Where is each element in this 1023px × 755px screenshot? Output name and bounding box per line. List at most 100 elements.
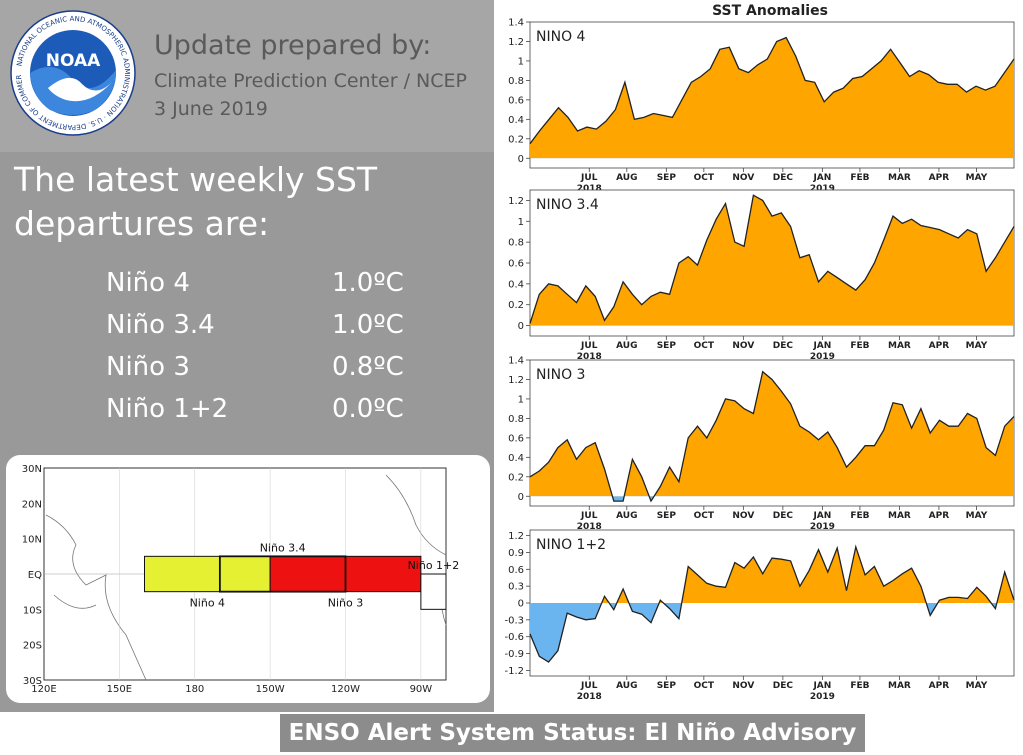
y-tick-label: 1 [518, 217, 524, 228]
y-tick-label: 0.6 [508, 95, 524, 106]
x-tick-label: NOV [732, 341, 754, 351]
x-tick-label: FEB [850, 511, 869, 521]
x-tick-label: JUL [580, 511, 598, 521]
y-tick-label: 0.8 [508, 238, 524, 249]
x-tick-label: JUL [580, 681, 598, 691]
x-tick-label: FEB [850, 341, 869, 351]
x-tick-label: SEP [657, 681, 677, 691]
y-tick-label: 0.3 [508, 582, 524, 593]
lat-label: 20N [22, 499, 42, 510]
x-tick-label: MAY [966, 341, 988, 351]
year-label: 2018 [577, 522, 602, 532]
x-tick-label: JUL [580, 341, 598, 351]
panel-label-bg [534, 26, 604, 46]
x-tick-label: AUG [616, 511, 637, 521]
logo-text: NOAA [46, 51, 101, 71]
lat-label: 20S [23, 641, 42, 652]
series-line [529, 544, 1015, 663]
x-tick-label: APR [929, 511, 950, 521]
y-tick-label: 0.9 [508, 548, 524, 559]
x-tick-label: JAN [812, 511, 831, 521]
panel-label: NINO 1+2 [536, 537, 606, 553]
year-label: 2019 [810, 184, 835, 194]
y-tick-label: 1.4 [508, 356, 524, 367]
header-date: 3 June 2019 [154, 98, 268, 120]
x-tick-label: NOV [732, 681, 754, 691]
sst-row-nino4: Niño 4 1.0ºC [106, 268, 446, 308]
sst-anomaly-charts: SST Anomalies 0 0.2 0.4 0.6 0.8 1 1.2 1.4 NINO 4 J… [494, 0, 1023, 712]
lon-label: 90W [410, 684, 433, 695]
coastline-west [45, 514, 147, 681]
x-tick-label: NOV [732, 173, 754, 183]
y-tick-label: 0.6 [508, 259, 524, 270]
panel-label: NINO 3.4 [536, 197, 599, 213]
y-tick-label: 0 [518, 492, 524, 503]
sst-value: 1.0ºC [332, 310, 404, 340]
x-tick-label: FEB [850, 681, 869, 691]
y-tick-label: 0.6 [508, 565, 524, 576]
y-tick-label: -1.2 [504, 666, 524, 677]
x-tick-label: DEC [773, 681, 794, 691]
lon-label: 120E [31, 684, 56, 695]
x-tick-label: MAR [888, 173, 911, 183]
nino-regions-map: 30N 20N 10N EQ 10S 20S 30S 120E 150E 180 150W 120W 9… [6, 455, 490, 703]
chart-panel: -1.2 -0.9 -0.6 -0.3 0 0.3 0.6 0.9 1.2 NINO 1+2 JUL… [504, 529, 1015, 702]
x-tick-label: OCT [694, 341, 715, 351]
region-label: Niño 1+2 [408, 559, 460, 572]
y-tick-label: 0 [518, 154, 524, 165]
nino-region-box [420, 573, 447, 610]
lon-label: 150E [107, 684, 132, 695]
region-label: Niño 4 [190, 597, 225, 610]
chart-panel: 0 0.2 0.4 0.6 0.8 1 1.2 NINO 3.4 JUL AUG SEP OCT NOV… [508, 189, 1015, 362]
noaa-logo: NATIONAL OCEANIC AND ATMOSPHERIC ADMINIS… [10, 10, 136, 136]
y-tick-label: 0.2 [508, 300, 524, 311]
lon-label: 120W [331, 684, 360, 695]
series-line [529, 36, 1015, 145]
x-tick-label: MAR [888, 681, 911, 691]
header-band: NATIONAL OCEANIC AND ATMOSPHERIC ADMINIS… [0, 0, 494, 152]
nino-region-box [218, 555, 347, 593]
x-tick-label: FEB [850, 173, 869, 183]
lat-label: 30S [23, 676, 42, 687]
y-tick-label: 1.2 [508, 375, 524, 386]
lat-label: 10N [22, 535, 42, 546]
y-tick-label: 0 [518, 599, 524, 610]
year-label: 2018 [577, 184, 602, 194]
sst-row-nino12: Niño 1+2 0.0ºC [106, 394, 446, 434]
y-tick-label: 0.8 [508, 76, 524, 87]
y-tick-label: 0.4 [508, 279, 524, 290]
panel-label: NINO 4 [536, 29, 586, 45]
sst-region: Niño 3.4 [106, 310, 215, 340]
sst-value: 1.0ºC [332, 268, 404, 298]
header-title: Update prepared by: [154, 30, 432, 61]
panel-label-bg [534, 194, 604, 214]
chart-title: SST Anomalies [712, 3, 828, 19]
y-tick-label: 1.2 [508, 531, 524, 542]
chart-svg: SST Anomalies 0 0.2 0.4 0.6 0.8 1 1.2 1.4 NINO 4 J… [504, 3, 1015, 702]
y-tick-label: -0.9 [504, 649, 524, 660]
y-tick-label: 1.2 [508, 196, 524, 207]
x-tick-label: SEP [657, 341, 677, 351]
lon-label: 150W [256, 684, 285, 695]
panel-label-bg [534, 364, 604, 384]
y-tick-label: 1 [518, 394, 524, 405]
positive-area [530, 37, 1014, 159]
year-label: 2018 [577, 692, 602, 702]
year-label: 2019 [810, 692, 835, 702]
y-tick-label: 0.8 [508, 414, 524, 425]
nino-region-box [144, 555, 271, 593]
negative-area [530, 603, 1014, 662]
x-tick-label: DEC [773, 341, 794, 351]
x-tick-label: MAR [888, 511, 911, 521]
panel-label: NINO 3 [536, 367, 585, 383]
y-tick-label: -0.3 [504, 615, 524, 626]
x-tick-label: JAN [812, 681, 831, 691]
x-tick-label: APR [929, 681, 950, 691]
series-line [529, 194, 1015, 324]
x-tick-label: MAY [966, 173, 988, 183]
x-tick-label: AUG [616, 341, 637, 351]
year-label: 2018 [577, 352, 602, 362]
x-tick-label: APR [929, 341, 950, 351]
year-label: 2019 [810, 352, 835, 362]
